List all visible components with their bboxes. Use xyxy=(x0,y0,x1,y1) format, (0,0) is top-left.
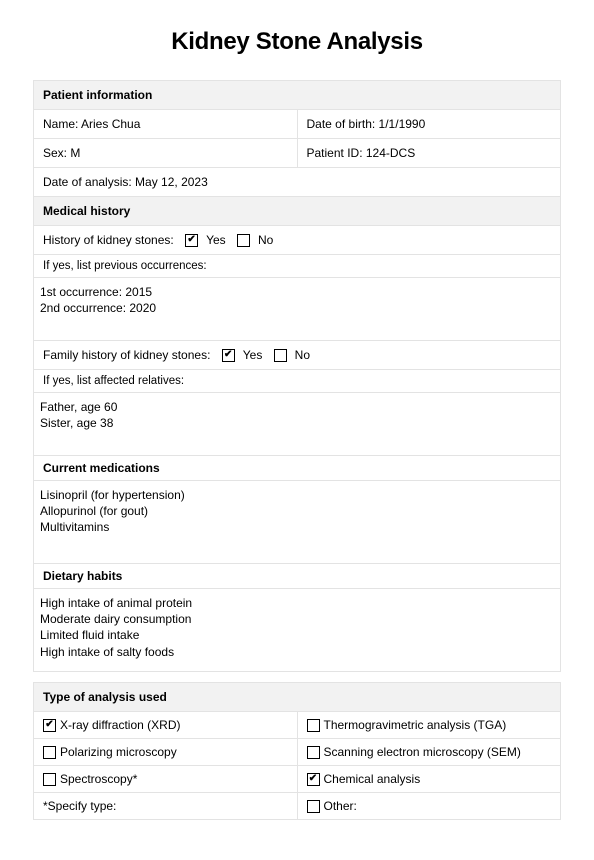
text-previous-occurrences: 1st occurrence: 2015 2nd occurrence: 202… xyxy=(33,277,561,341)
label-sex: Sex: xyxy=(43,146,70,160)
label-yes-2: Yes xyxy=(243,348,263,362)
value-dob: 1/1/1990 xyxy=(379,117,426,131)
label-other: Other: xyxy=(324,799,552,813)
label-analysis-date: Date of analysis: xyxy=(43,175,135,189)
field-dob: Date of birth: 1/1/1990 xyxy=(297,109,562,139)
field-analysis-date: Date of analysis: May 12, 2023 xyxy=(33,167,561,197)
label-yes: Yes xyxy=(206,233,226,247)
label-name: Name: xyxy=(43,117,81,131)
checkbox-xrd[interactable]: ✔ xyxy=(43,719,56,732)
option-xrd: ✔ X-ray diffraction (XRD) xyxy=(33,711,298,739)
field-specify-type: *Specify type: xyxy=(33,792,298,820)
text-affected-relatives: Father, age 60 Sister, age 38 xyxy=(33,392,561,456)
value-name: Aries Chua xyxy=(81,117,140,131)
text-dietary-habits: High intake of animal protein Moderate d… xyxy=(33,588,561,672)
field-history-kidney-stones: History of kidney stones: ✔ Yes No xyxy=(33,225,561,255)
value-sex: M xyxy=(70,146,80,160)
page-title: Kidney Stone Analysis xyxy=(33,28,561,56)
field-sex: Sex: M xyxy=(33,138,298,168)
option-sem: Scanning electron microscopy (SEM) xyxy=(297,738,562,766)
label-spectroscopy: Spectroscopy* xyxy=(60,772,288,786)
checkbox-spectroscopy[interactable] xyxy=(43,773,56,786)
section-header-medical-history: Medical history xyxy=(33,196,561,226)
section-header-dietary-habits: Dietary habits xyxy=(33,563,561,589)
label-previous-occurrences: If yes, list previous occurrences: xyxy=(33,254,561,278)
option-polarizing: Polarizing microscopy xyxy=(33,738,298,766)
checkbox-polarizing[interactable] xyxy=(43,746,56,759)
label-sem: Scanning electron microscopy (SEM) xyxy=(324,745,552,759)
label-polarizing: Polarizing microscopy xyxy=(60,745,288,759)
label-affected-relatives: If yes, list affected relatives: xyxy=(33,369,561,393)
field-patient-id: Patient ID: 124-DCS xyxy=(297,138,562,168)
section-header-analysis-type: Type of analysis used xyxy=(33,682,561,712)
label-dob: Date of birth: xyxy=(307,117,379,131)
label-tga: Thermogravimetric analysis (TGA) xyxy=(324,718,552,732)
value-patient-id: 124-DCS xyxy=(366,146,415,160)
option-spectroscopy: Spectroscopy* xyxy=(33,765,298,793)
checkbox-sem[interactable] xyxy=(307,746,320,759)
option-tga: Thermogravimetric analysis (TGA) xyxy=(297,711,562,739)
label-chemical: Chemical analysis xyxy=(324,772,552,786)
label-no: No xyxy=(258,233,273,247)
section-header-current-medications: Current medications xyxy=(33,455,561,481)
field-family-history: Family history of kidney stones: ✔ Yes N… xyxy=(33,340,561,370)
checkbox-history-yes[interactable]: ✔ xyxy=(185,234,198,247)
section-header-patient-info: Patient information xyxy=(33,80,561,110)
field-name: Name: Aries Chua xyxy=(33,109,298,139)
checkbox-family-no[interactable] xyxy=(274,349,287,362)
label-patient-id: Patient ID: xyxy=(307,146,366,160)
label-xrd: X-ray diffraction (XRD) xyxy=(60,718,288,732)
checkbox-chemical[interactable]: ✔ xyxy=(307,773,320,786)
label-no-2: No xyxy=(295,348,310,362)
value-analysis-date: May 12, 2023 xyxy=(135,175,208,189)
option-other: Other: xyxy=(297,792,562,820)
label-specify-type: *Specify type: xyxy=(43,799,116,813)
checkbox-other[interactable] xyxy=(307,800,320,813)
text-current-medications: Lisinopril (for hypertension) Allopurino… xyxy=(33,480,561,564)
option-chemical: ✔ Chemical analysis xyxy=(297,765,562,793)
checkbox-family-yes[interactable]: ✔ xyxy=(222,349,235,362)
checkbox-tga[interactable] xyxy=(307,719,320,732)
checkbox-history-no[interactable] xyxy=(237,234,250,247)
label-history-kidney-stones: History of kidney stones: xyxy=(43,233,174,247)
label-family-history: Family history of kidney stones: xyxy=(43,348,210,362)
